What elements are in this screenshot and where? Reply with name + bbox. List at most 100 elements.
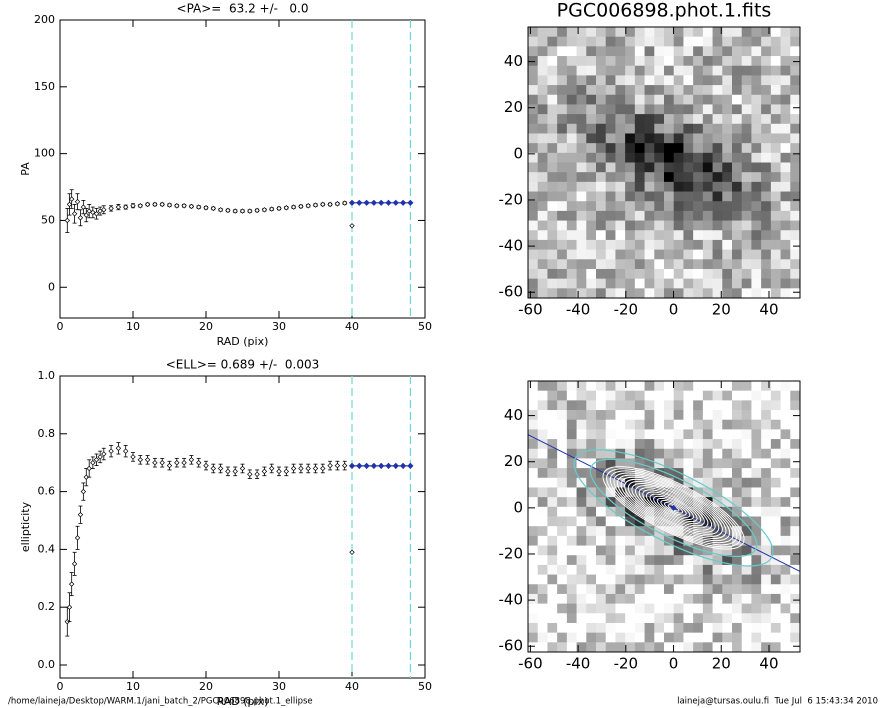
pixel — [741, 622, 752, 634]
pixel — [770, 448, 782, 459]
pixel — [751, 65, 762, 76]
data-point — [71, 561, 78, 567]
pixel — [596, 36, 607, 47]
pixel — [780, 458, 791, 469]
pixel — [654, 622, 665, 634]
data-point — [327, 201, 333, 208]
fit-point — [348, 462, 356, 469]
pixel — [780, 545, 791, 556]
pixel — [596, 516, 607, 527]
pixel — [732, 210, 743, 222]
pixel — [780, 249, 791, 260]
pixel — [722, 448, 733, 459]
pixel — [741, 65, 752, 76]
pixel — [780, 288, 791, 298]
data-point — [203, 462, 209, 469]
pixel — [625, 220, 636, 231]
pixel — [644, 526, 655, 537]
pixel — [722, 230, 733, 241]
pixel — [644, 593, 655, 605]
pixel — [790, 143, 800, 154]
x-tick-label: 50 — [418, 320, 432, 333]
data-point — [217, 207, 224, 213]
pixel — [566, 36, 578, 47]
pixel — [644, 65, 655, 76]
pixel — [673, 249, 684, 260]
pixel — [722, 220, 733, 231]
pixel — [770, 123, 782, 134]
pixel — [586, 278, 597, 289]
pixel — [644, 448, 655, 459]
pixel — [673, 622, 684, 634]
pixel — [664, 642, 675, 652]
pixel — [537, 181, 548, 193]
pixel — [625, 65, 636, 76]
pixel — [693, 429, 704, 440]
pixel — [605, 56, 616, 67]
pixel — [722, 181, 733, 193]
pixel — [547, 574, 558, 585]
pixel — [664, 458, 675, 469]
x-tick-label: 20 — [712, 300, 731, 318]
pixel — [557, 27, 568, 38]
pixel — [770, 564, 782, 576]
pixel — [664, 114, 675, 125]
pixel — [586, 65, 597, 76]
pixel — [751, 477, 762, 488]
pixel — [634, 220, 646, 231]
pixel — [751, 574, 762, 585]
pixel — [693, 642, 704, 652]
pixel — [693, 65, 704, 76]
data-point — [327, 462, 333, 469]
isophote — [649, 493, 698, 523]
pixel — [732, 230, 743, 241]
pixel — [557, 162, 568, 173]
pixel — [712, 123, 723, 134]
data-point — [334, 462, 341, 469]
pixel — [712, 584, 723, 595]
pixel — [722, 143, 733, 154]
data-point — [74, 199, 81, 205]
pixel — [741, 201, 752, 212]
pixel — [634, 288, 646, 298]
pixel — [761, 555, 772, 566]
x-tick-label: 20 — [712, 654, 731, 672]
pixel — [664, 400, 675, 411]
pixel — [741, 191, 752, 202]
pixel — [605, 593, 616, 605]
pixel — [644, 239, 655, 251]
pixel — [712, 613, 723, 624]
y-tick-label: 0.0 — [38, 658, 56, 671]
pixel — [547, 545, 558, 556]
pixel — [566, 497, 578, 508]
pixel — [664, 201, 675, 212]
data-point — [115, 204, 122, 210]
pixel — [547, 622, 558, 634]
pixel — [664, 85, 675, 96]
pixel — [693, 133, 704, 144]
pixel — [770, 239, 782, 251]
pixel — [528, 36, 539, 47]
pixel — [537, 603, 548, 614]
data-point — [196, 460, 202, 466]
pixel — [566, 429, 578, 440]
pixel — [537, 201, 548, 212]
pixel — [693, 448, 704, 459]
pixel — [547, 152, 558, 163]
pixel — [634, 555, 646, 566]
pixel — [557, 593, 568, 605]
pixel — [770, 429, 782, 440]
x-tick-label: 10 — [126, 680, 140, 693]
pixel — [741, 516, 752, 527]
pixel — [732, 593, 743, 605]
pixel — [644, 410, 655, 421]
pixel — [712, 152, 723, 163]
y-tick-label: 200 — [34, 13, 55, 26]
pixel — [702, 526, 714, 537]
pixel — [683, 220, 694, 231]
pixel — [702, 230, 714, 241]
pixel — [732, 390, 743, 401]
pixel — [732, 239, 743, 251]
pixel — [673, 104, 684, 115]
pixel — [557, 487, 568, 498]
